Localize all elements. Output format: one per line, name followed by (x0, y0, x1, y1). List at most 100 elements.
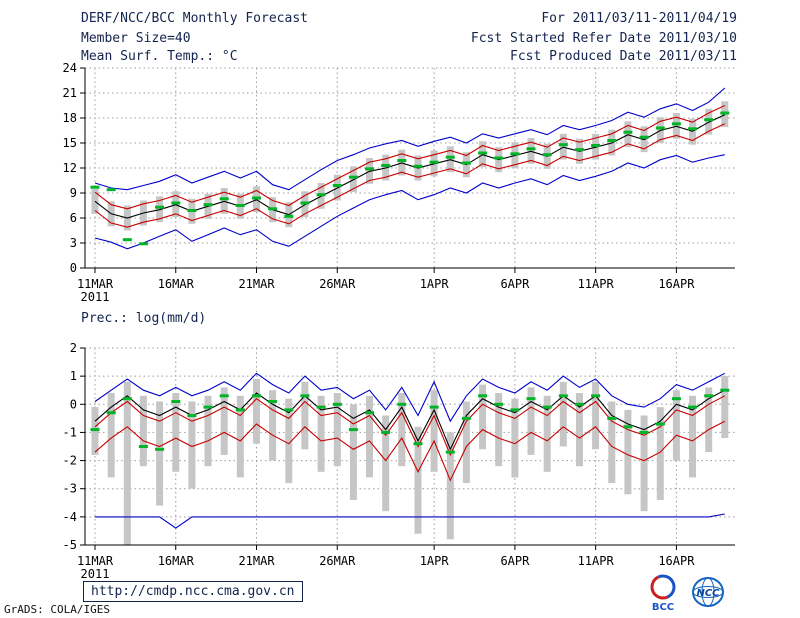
obs-mark (365, 167, 374, 171)
obs-mark (155, 447, 165, 451)
obs-mark (106, 411, 116, 415)
y-tick-label: 6 (70, 211, 77, 225)
x-tick-label: 16APR (658, 554, 695, 568)
obs-mark (381, 430, 391, 434)
ensemble-bar (349, 404, 357, 500)
ensemble-bar (172, 393, 180, 472)
obs-mark (591, 394, 601, 398)
obs-mark (704, 118, 714, 122)
obs-mark (300, 201, 310, 205)
obs-mark (187, 414, 197, 417)
obs-mark (671, 122, 681, 126)
obs-mark (478, 394, 488, 398)
ensemble-bar (462, 401, 470, 484)
obs-mark (575, 402, 584, 406)
series-plus-std (94, 395, 726, 457)
x-tick-label: 21MAR (238, 554, 275, 568)
obs-mark (720, 111, 730, 115)
obs-mark (445, 450, 455, 454)
ensemble-bar (559, 381, 567, 447)
obs-mark (138, 445, 148, 448)
x-tick-label: 26MAR (319, 277, 356, 291)
obs-mark (300, 394, 310, 398)
obs-mark (429, 405, 439, 409)
ensemble-bar (220, 387, 228, 455)
temp-panel: 0 3 6 9 12 15 18 21 24 11MAR 16MAR 21MAR 26MAR 1APR 6A… (63, 61, 735, 304)
obs-mark (445, 155, 455, 159)
obs-mark (252, 196, 261, 200)
produced-date: Fcst Produced Date 2011/03/11 (510, 49, 737, 64)
y-tick-label: -2 (63, 454, 77, 468)
series-max (94, 372, 726, 423)
ensemble-bar (511, 398, 519, 478)
obs-mark (461, 161, 471, 165)
obs-mark (526, 147, 536, 151)
obs-mark (639, 135, 649, 139)
series-max (94, 87, 726, 191)
x-tick-label: 6APR (500, 277, 530, 291)
obs-mark (171, 400, 181, 403)
x-tick-label: 6APR (500, 554, 530, 568)
y-tick-label: 15 (63, 136, 77, 150)
obs-mark (284, 408, 294, 412)
ensemble-bar (543, 395, 551, 472)
obs-mark (526, 397, 536, 401)
obs-mark (235, 204, 245, 207)
ensemble-bar (285, 398, 293, 484)
ensemble-bar (592, 381, 600, 450)
ncc-logo-icon: NCC (692, 577, 724, 607)
series-minus-std (94, 123, 726, 228)
ensemble-bar (576, 393, 583, 467)
y-tick-label: -1 (63, 425, 77, 439)
ensemble-bar (398, 393, 406, 467)
obs-mark (542, 405, 552, 409)
y-tick-label: 0 (70, 397, 77, 411)
bcc-logo-label: BCC (652, 602, 674, 613)
ensemble-bar (139, 395, 147, 467)
obs-mark (316, 405, 326, 409)
obs-mark (494, 402, 504, 406)
obs-mark (704, 394, 714, 398)
x-tick-label: 16MAR (158, 554, 195, 568)
grads-credit: GrADS: COLA/IGES (4, 603, 110, 616)
ensemble-bar (317, 395, 325, 472)
member-size: Member Size=40 (81, 31, 191, 46)
series-min (95, 513, 725, 529)
temp-panel-title: Mean Surf. Temp.: °C (81, 49, 238, 64)
ensemble-bar (253, 379, 260, 444)
x-tick-label: 11APR (578, 277, 615, 291)
x-tick-label: 11MAR (77, 277, 114, 291)
ensemble-bar (269, 390, 277, 461)
page-title: DERF/NCC/BCC Monthly Forecast (81, 11, 308, 26)
obs-mark (122, 397, 132, 401)
obs-mark (316, 193, 326, 197)
obs-mark (413, 164, 423, 168)
y-tick-label: 2 (70, 341, 77, 355)
source-url: http://cmdp.ncc.cma.gov.cn (83, 581, 303, 602)
x-tick-label: 16MAR (158, 277, 195, 291)
refer-date: Fcst Started Refer Date 2011/03/10 (470, 31, 737, 46)
ensemble-bar (333, 393, 341, 467)
precip-panel: -5 -4 -3 -2 -1 0 1 2 11MAR 16MAR 21MAR 26MAR 1APR 6AP… (63, 341, 735, 581)
y-tick-label: 18 (63, 111, 77, 125)
obs-mark (122, 238, 132, 242)
ensemble-bar (479, 384, 487, 450)
ensemble-bar (430, 390, 438, 472)
x-tick-label: 26MAR (319, 554, 356, 568)
obs-mark (623, 425, 633, 429)
ensemble-bar (156, 401, 164, 506)
ensemble-bar (382, 415, 390, 512)
obs-mark (510, 408, 520, 412)
ensemble-bar (495, 393, 503, 467)
ensemble-bar (414, 426, 422, 534)
obs-mark (607, 139, 617, 142)
ensemble-bar (188, 401, 196, 489)
obs-mark (397, 402, 407, 406)
y-tick-label: 1 (70, 369, 77, 383)
obs-mark (268, 207, 278, 211)
obs-mark (138, 242, 148, 246)
obs-mark (381, 164, 391, 167)
obs-mark (639, 430, 649, 434)
obs-mark (510, 152, 520, 156)
